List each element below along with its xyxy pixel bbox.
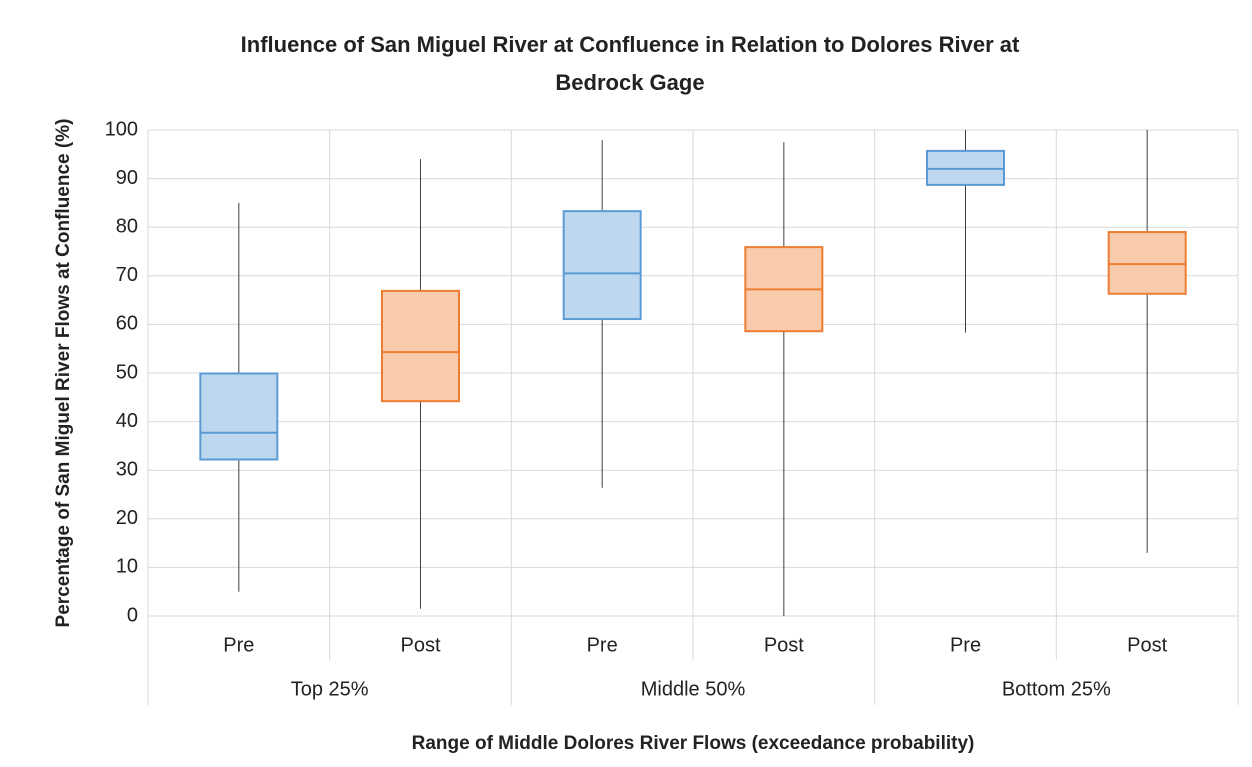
x-tick-label: Post xyxy=(400,634,440,656)
y-tick-label: 30 xyxy=(116,458,138,480)
y-tick-label: 80 xyxy=(116,215,138,237)
x-tick-label: Post xyxy=(1127,634,1167,656)
y-tick-label: 20 xyxy=(116,507,138,529)
y-tick-label: 90 xyxy=(116,167,138,189)
x-tick-label: Pre xyxy=(587,634,618,656)
chart-title: Bedrock Gage xyxy=(555,70,704,95)
y-tick-label: 100 xyxy=(105,118,138,140)
x-tick-label: Post xyxy=(764,634,804,656)
y-tick-label: 40 xyxy=(116,410,138,432)
x-tick-label: Pre xyxy=(950,634,981,656)
x-axis-label: Range of Middle Dolores River Flows (exc… xyxy=(412,733,975,754)
box xyxy=(199,372,279,461)
y-tick-label: 0 xyxy=(127,604,138,626)
y-axis-label: Percentage of San Miguel River Flows at … xyxy=(53,119,74,628)
y-tick-label: 70 xyxy=(116,264,138,286)
group-label: Top 25% xyxy=(291,678,369,700)
y-tick-label: 50 xyxy=(116,361,138,383)
y-tick-label: 60 xyxy=(116,313,138,335)
chart-title: Influence of San Miguel River at Conflue… xyxy=(241,32,1020,57)
box xyxy=(562,210,642,321)
group-label: Middle 50% xyxy=(641,678,746,700)
box xyxy=(381,289,460,403)
x-tick-label: Pre xyxy=(223,634,254,656)
y-tick-label: 10 xyxy=(116,556,138,578)
group-label: Bottom 25% xyxy=(1002,678,1111,700)
box xyxy=(1107,231,1187,295)
